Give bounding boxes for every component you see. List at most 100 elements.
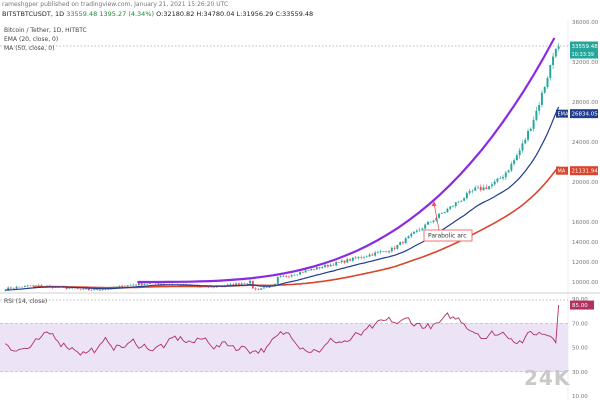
candle-body xyxy=(438,213,441,218)
candle-body xyxy=(237,283,240,285)
candle-body xyxy=(535,110,538,120)
candle-body xyxy=(137,283,140,286)
candle-body xyxy=(79,288,82,290)
candle-body xyxy=(515,155,518,161)
candle-body xyxy=(296,274,299,276)
candle-body xyxy=(265,287,268,288)
candle-body xyxy=(232,284,235,286)
candle-body xyxy=(274,283,277,285)
candle-body xyxy=(240,283,243,285)
price-tick-label: 28000.00 xyxy=(572,100,599,106)
price-tick-label: 12000.00 xyxy=(572,260,599,266)
candle-body xyxy=(424,224,427,229)
price-tick-label: 24000.00 xyxy=(572,140,599,146)
rsi-line xyxy=(5,305,560,356)
candle-body xyxy=(243,283,246,285)
svg-text:85.00: 85.00 xyxy=(572,303,588,309)
candle-body xyxy=(246,283,249,285)
candle-body xyxy=(132,284,135,286)
price-current: 33559.48 xyxy=(66,10,98,18)
candle-body xyxy=(338,262,340,263)
candle-body xyxy=(326,264,329,267)
candle-body xyxy=(426,221,429,225)
candle-body xyxy=(335,262,338,266)
candle-body xyxy=(96,288,99,290)
rsi-tick-label: 90.00 xyxy=(572,297,588,303)
candle-body xyxy=(552,56,555,65)
svg-text:10:33:39: 10:33:39 xyxy=(572,52,594,58)
candle-body xyxy=(474,187,477,191)
candle-body xyxy=(15,286,18,289)
candle-body xyxy=(118,285,121,287)
candle-body xyxy=(9,287,12,289)
price-tick-label: 32000.00 xyxy=(572,60,599,66)
candle-body xyxy=(148,282,151,284)
symbol-line: BITSTBTCUSDT, 1D 33559.48 1395.27 (4.34%… xyxy=(2,10,313,18)
candle-body xyxy=(385,251,388,253)
candle-body xyxy=(85,288,87,290)
price-tick-label: 14000.00 xyxy=(572,240,599,246)
candle-body xyxy=(310,269,313,271)
price-change: 1395.27 xyxy=(99,10,127,18)
candle-body xyxy=(140,283,143,285)
candle-body xyxy=(477,186,479,188)
symbol-label: BITSTBTCUSDT, 1D xyxy=(2,10,65,18)
price-tick-label: 20000.00 xyxy=(572,180,599,186)
rsi-tick-label: 30.00 xyxy=(572,370,588,376)
candle-body xyxy=(446,208,449,213)
candle-body xyxy=(315,267,318,270)
candle-body xyxy=(235,283,238,286)
candle-body xyxy=(293,274,296,276)
candle-body xyxy=(129,285,132,286)
candle-body xyxy=(307,270,310,271)
candle-body xyxy=(549,64,552,79)
candle-body xyxy=(468,190,471,194)
candle-body xyxy=(393,247,396,249)
candle-body xyxy=(332,264,335,266)
rsi-tick-label: 70.00 xyxy=(572,321,588,327)
candle-body xyxy=(357,257,360,259)
candle-body xyxy=(521,143,524,151)
price-change-pct: (4.34%) xyxy=(128,10,155,18)
candle-body xyxy=(504,172,507,178)
candle-body xyxy=(26,285,29,287)
candle-body xyxy=(471,190,474,192)
candle-body xyxy=(321,267,324,269)
rsi-value-tag: 85.00 xyxy=(570,300,594,310)
candle-body xyxy=(32,285,35,287)
candle-body xyxy=(157,283,160,285)
svg-text:MA: MA xyxy=(558,169,566,175)
candle-body xyxy=(421,228,424,230)
candle-body xyxy=(429,221,432,223)
rsi-band-rect xyxy=(0,323,568,372)
candle-body xyxy=(279,276,282,278)
candle-body xyxy=(126,285,129,287)
candle-body xyxy=(518,150,521,156)
candle-body xyxy=(21,286,24,288)
ema-line xyxy=(5,106,560,291)
candle-body xyxy=(4,290,7,291)
candle-body xyxy=(432,220,435,222)
candle-body xyxy=(254,288,257,290)
candle-body xyxy=(449,206,452,209)
candle-body xyxy=(543,86,546,93)
candle-body xyxy=(135,284,138,286)
candle-body xyxy=(299,272,302,275)
publisher-line: rameshgper published on tradingview.com,… xyxy=(2,1,229,8)
candle-body xyxy=(482,187,485,191)
candle-body xyxy=(376,252,379,253)
candle-body xyxy=(499,178,502,180)
candle-body xyxy=(368,254,371,257)
candle-body xyxy=(457,201,460,203)
price-axis: 36000.00 32000.00 28000.00 24000.00 20000.00… xyxy=(572,20,599,286)
candle-body xyxy=(440,213,443,214)
candle-body xyxy=(513,160,516,164)
sma-line xyxy=(33,166,560,289)
candle-body xyxy=(371,254,374,256)
ema-legend: EMA (20, close, 0) xyxy=(4,36,59,43)
candle-body xyxy=(12,288,15,290)
candle-body xyxy=(351,257,354,261)
candle-body xyxy=(354,257,357,259)
rsi-band xyxy=(0,323,568,372)
